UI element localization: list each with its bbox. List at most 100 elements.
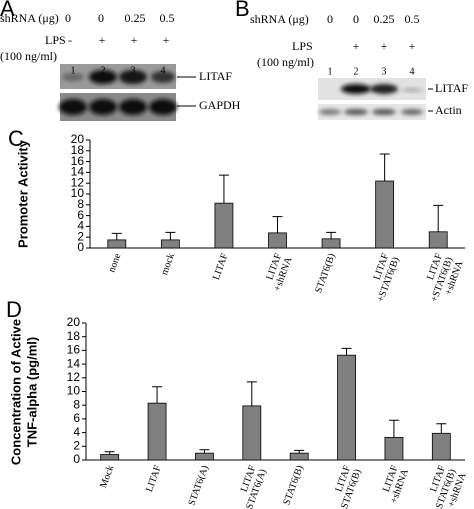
- lps-sign: +: [353, 39, 360, 53]
- y-tick-label: 18: [67, 329, 81, 343]
- lps-conc: (100 ng/ml): [0, 49, 57, 63]
- lane-number: 3: [131, 65, 136, 76]
- category-line: STAT6(B): [314, 252, 339, 295]
- y-tick-label: 2: [77, 229, 84, 243]
- y-tick-label: 20: [71, 132, 85, 146]
- lps-label: LPS: [292, 39, 313, 53]
- x-tick-label: LITAF+STAT6(B)+shRNA: [419, 251, 466, 307]
- x-tick-label: LITAF+STAT6(B): [365, 252, 402, 304]
- lps-sign: +: [163, 33, 170, 47]
- lps-conc: (100 ng/ml): [257, 55, 314, 69]
- shrna-dose: 0.25: [374, 12, 395, 26]
- error-bar: [111, 232, 122, 240]
- bar: [431, 432, 451, 461]
- category-line: LITAF: [144, 464, 164, 494]
- bar: [100, 454, 120, 461]
- bar: [321, 238, 341, 249]
- shrna-dose: 0.5: [405, 12, 420, 26]
- x-tick-label: LITAF+STAT6(A): [232, 464, 269, 509]
- lps-sign: +: [99, 33, 106, 47]
- category-line: STAT6(B): [282, 464, 307, 507]
- lps-sign: +: [131, 33, 138, 47]
- shrna-dose: 0.25: [125, 11, 146, 25]
- y-tick-label: 16: [67, 343, 81, 357]
- y-tick-label: 0: [77, 240, 84, 254]
- lane-number: 3: [382, 66, 387, 77]
- y-axis-label: Promoter Activity: [15, 139, 30, 248]
- x-tick-label: mock: [159, 252, 177, 277]
- x-tick-label: LITAF+shRNA: [262, 251, 295, 293]
- bar: [375, 180, 395, 249]
- x-tick-label: LITAF+shRNA: [378, 463, 411, 505]
- blot-b-image: [318, 78, 433, 120]
- y-tick-label: 8: [73, 397, 80, 411]
- x-tick-label: STAT6(B): [314, 252, 339, 295]
- lane-number: 2: [101, 65, 106, 76]
- x-tick-label: LITAF: [144, 464, 164, 494]
- y-tick-label: 4: [77, 219, 84, 233]
- error-bar: [199, 449, 210, 454]
- error-bar: [152, 386, 163, 404]
- lps-label: LPS: [45, 33, 66, 47]
- panel-label: C: [8, 126, 24, 151]
- bar: [268, 232, 287, 249]
- y-tick-label: 4: [73, 425, 80, 439]
- bar: [214, 202, 234, 249]
- y-tick-label: 2: [73, 438, 80, 452]
- panel-label: B: [235, 0, 250, 21]
- panel-label: A: [0, 0, 15, 21]
- category-line: STAT6(A): [187, 464, 212, 507]
- band-label: GAPDH: [199, 98, 241, 112]
- y-tick-label: 12: [67, 370, 81, 384]
- x-tick-label: LITAF: [211, 252, 231, 282]
- y-axis-label: TNF-alpha (pg/ml): [24, 337, 39, 448]
- error-bar: [104, 451, 115, 455]
- error-bar: [433, 204, 444, 232]
- error-bar: [165, 231, 176, 240]
- y-tick-label: 16: [71, 154, 85, 168]
- shrna-label: shRNA (μg): [0, 11, 59, 25]
- shrna-dose: 0.5: [160, 11, 175, 25]
- blot-a-image: [59, 64, 196, 121]
- x-tick-label: Mock: [98, 464, 116, 490]
- error-bar: [379, 153, 390, 182]
- shrna-dose: 0: [327, 12, 333, 26]
- category-line: Mock: [98, 464, 116, 490]
- x-tick-label: none: [107, 252, 124, 275]
- x-tick-label: LITAF+STAT6(B)+shRNA: [422, 463, 469, 509]
- error-bar: [218, 174, 229, 204]
- error-bar: [388, 419, 399, 438]
- bar: [384, 436, 404, 461]
- bar: [147, 402, 167, 461]
- y-tick-label: 12: [71, 175, 85, 189]
- x-tick-label: LITAF+STAT6(B): [327, 464, 364, 509]
- bar: [428, 231, 448, 249]
- error-bar: [436, 423, 447, 434]
- lane-number: 1: [71, 65, 76, 76]
- shrna-dose: 0: [98, 11, 104, 25]
- bar: [160, 239, 180, 249]
- y-axis-label: Concentration of Active: [8, 319, 23, 465]
- y-tick-label: 14: [67, 356, 81, 370]
- panel-label: D: [6, 297, 22, 322]
- y-tick-label: 10: [67, 384, 81, 398]
- y-tick-label: 10: [71, 186, 85, 200]
- lane-number: 4: [410, 66, 415, 77]
- shrna-label: shRNA (μg): [250, 12, 309, 26]
- category-line: none: [107, 252, 124, 275]
- y-tick-label: 18: [71, 143, 85, 157]
- lane-number: 1: [328, 66, 333, 77]
- y-tick-label: 14: [71, 165, 85, 179]
- bar: [242, 405, 262, 461]
- error-bar: [246, 381, 257, 406]
- lps-sign: +: [409, 39, 416, 53]
- shrna-dose: 0: [353, 12, 359, 26]
- y-tick-label: 8: [77, 197, 84, 211]
- band-label: Actin: [435, 103, 462, 117]
- y-tick-label: 20: [67, 315, 81, 329]
- x-tick-label: STAT6(B): [282, 464, 307, 507]
- y-tick-label: 6: [77, 208, 84, 222]
- lane-number: 2: [354, 66, 359, 77]
- error-bar: [326, 231, 337, 239]
- bar: [337, 354, 356, 461]
